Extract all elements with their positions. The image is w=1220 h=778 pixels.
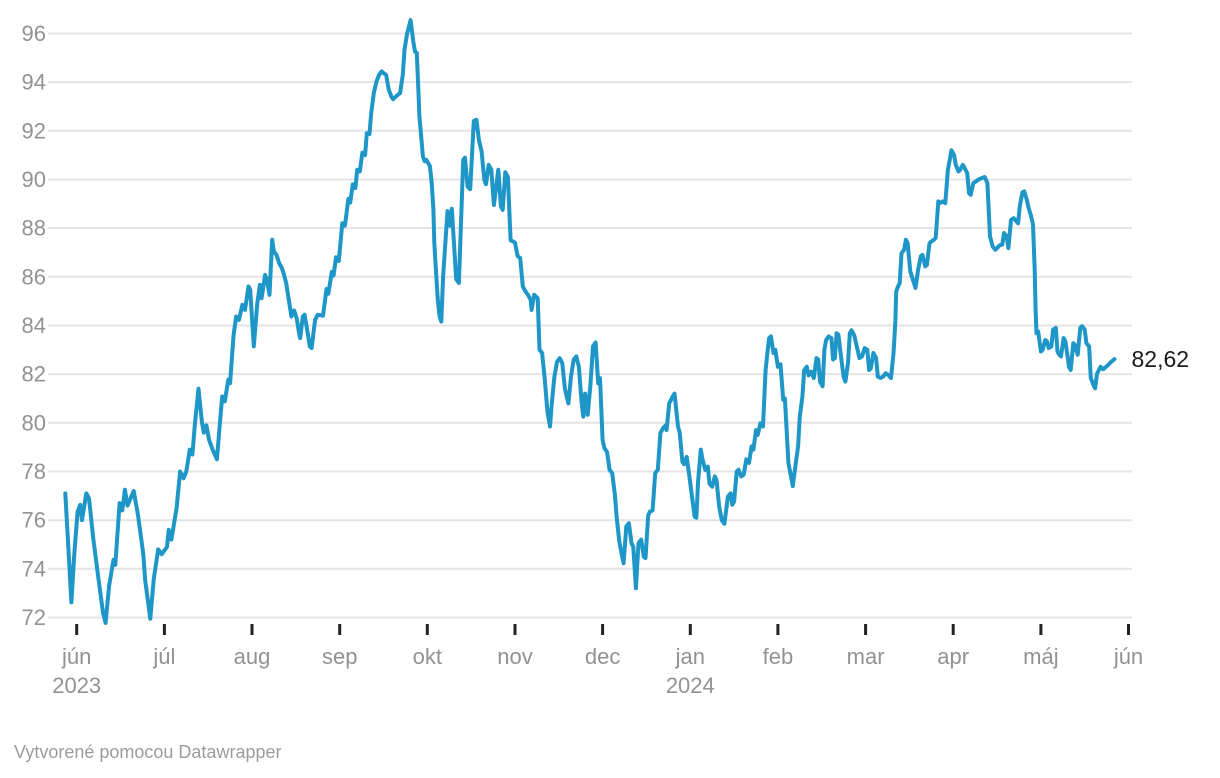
x-axis-year-label: 2024 [666, 673, 715, 698]
x-axis-label: dec [585, 644, 620, 669]
y-axis-label: 94 [22, 70, 46, 95]
y-axis-label: 78 [22, 459, 46, 484]
y-axis-label: 74 [22, 556, 46, 581]
chart-credit: Vytvorené pomocou Datawrapper [14, 742, 282, 762]
y-axis-label: 76 [22, 508, 46, 533]
y-axis-label: 92 [22, 118, 46, 143]
y-axis-label: 86 [22, 264, 46, 289]
x-axis-label: jún [61, 644, 91, 669]
x-axis-label: sep [322, 644, 357, 669]
x-axis-label: máj [1023, 644, 1058, 669]
x-axis-label: aug [234, 644, 271, 669]
x-axis-label: apr [937, 644, 969, 669]
x-axis-label: júl [152, 644, 175, 669]
y-axis-label: 72 [22, 605, 46, 630]
y-axis-label: 88 [22, 216, 46, 241]
x-axis-year-label: 2023 [52, 673, 101, 698]
series-line-price[interactable] [63, 18, 1117, 625]
x-axis-label: nov [497, 644, 532, 669]
y-axis-label: 96 [22, 21, 46, 46]
y-axis-label: 80 [22, 410, 46, 435]
y-axis-label: 90 [22, 167, 46, 192]
x-axis-label: jún [1113, 644, 1143, 669]
x-axis-label: okt [413, 644, 442, 669]
x-axis-label: jan [675, 644, 705, 669]
y-axis-label: 84 [22, 313, 46, 338]
y-axis-label: 82 [22, 362, 46, 387]
x-axis-label: feb [763, 644, 794, 669]
x-axis-label: mar [847, 644, 885, 669]
latest-value-label: 82,62 [1132, 346, 1190, 372]
